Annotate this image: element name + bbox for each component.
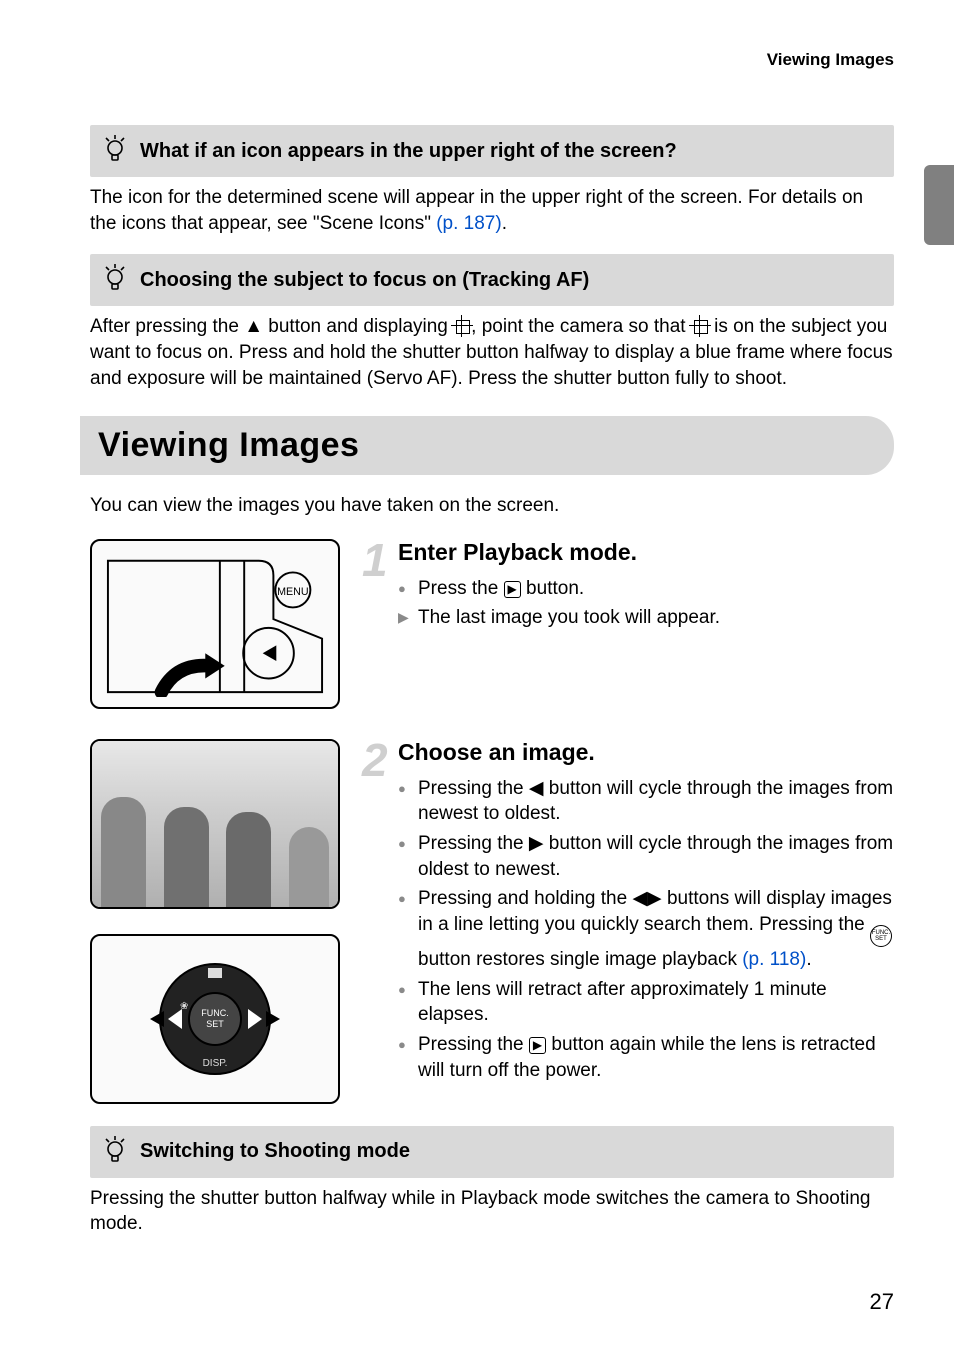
section-intro: You can view the images you have taken o…	[90, 493, 894, 519]
lightbulb-icon	[100, 1136, 130, 1168]
step-2-content: 2 Choose an image. Pressing the ◀ button…	[380, 739, 894, 1087]
target-frame-icon	[453, 317, 471, 335]
text: button restores single image playback	[418, 949, 742, 970]
step-2-row: FUNC. SET DISP. ❀ 2 Choose an image.	[90, 739, 894, 1104]
step-2-list: Pressing the ◀ button will cycle through…	[380, 776, 894, 1083]
left-arrow-glyph: ◀	[529, 778, 544, 799]
step-2-item-5: Pressing the ▶ button again while the le…	[398, 1032, 894, 1083]
page-ref-187[interactable]: (p. 187)	[436, 213, 501, 234]
tip-title: Choosing the subject to focus on (Tracki…	[140, 269, 589, 292]
tip-title: What if an icon appears in the upper rig…	[140, 140, 677, 163]
section-title: Viewing Images	[98, 426, 874, 465]
playback-icon: ▶	[504, 581, 521, 598]
text: Press the	[418, 578, 504, 599]
step-2-item-4: The lens will retract after approximatel…	[398, 977, 894, 1028]
tip-bar-switching-shooting: Switching to Shooting mode	[90, 1126, 894, 1178]
step-1-title: Enter Playback mode.	[380, 539, 894, 566]
section-banner-viewing-images: Viewing Images	[80, 416, 894, 475]
func-set-icon: FUNC.SET	[870, 925, 892, 947]
tip1-body: The icon for the determined scene will a…	[90, 185, 894, 236]
text: Pressing the	[418, 778, 529, 799]
step-1-list: Press the ▶ button. The last image you t…	[380, 576, 894, 631]
step-2-item-2: Pressing the ▶ button will cycle through…	[398, 831, 894, 882]
page-ref-118[interactable]: (p. 118)	[742, 949, 806, 970]
thumb-sample-photo	[90, 739, 340, 909]
steps-container: MENU 1 Enter Playback mode. Press the ▶ …	[90, 539, 894, 1104]
step-1-item-2: The last image you took will appear.	[398, 605, 894, 631]
tip-title: Switching to Shooting mode	[140, 1140, 410, 1163]
target-frame-icon	[691, 317, 709, 335]
svg-text:❀: ❀	[180, 1001, 188, 1012]
text: button.	[521, 578, 584, 599]
step-2-item-1: Pressing the ◀ button will cycle through…	[398, 776, 894, 827]
thumb-dpad: FUNC. SET DISP. ❀	[90, 934, 340, 1104]
text: Pressing the	[418, 833, 529, 854]
playback-icon: ▶	[529, 1037, 546, 1054]
step-2-item-3: Pressing and holding the ◀▶ buttons will…	[398, 886, 894, 972]
tip-bar-tracking-af: Choosing the subject to focus on (Tracki…	[90, 254, 894, 306]
tip1-body-post: .	[502, 213, 507, 234]
page-number: 27	[870, 1289, 894, 1315]
running-header: Viewing Images	[90, 50, 894, 70]
lightbulb-icon	[100, 135, 130, 167]
side-tab	[924, 165, 954, 245]
left-right-arrow-glyph: ◀▶	[632, 888, 661, 909]
step-1-row: MENU 1 Enter Playback mode. Press the ▶ …	[90, 539, 894, 709]
lightbulb-icon	[100, 264, 130, 296]
step-1-content: 1 Enter Playback mode. Press the ▶ butto…	[380, 539, 894, 635]
step-2-title: Choose an image.	[380, 739, 894, 766]
step-1-thumb-col: MENU	[90, 539, 350, 709]
svg-text:MENU: MENU	[277, 586, 308, 598]
svg-text:SET: SET	[206, 1019, 224, 1029]
text: Pressing the	[418, 1034, 529, 1055]
right-arrow-glyph: ▶	[529, 833, 544, 854]
text: Pressing and holding the	[418, 888, 632, 909]
step-2-thumb-col: FUNC. SET DISP. ❀	[90, 739, 350, 1104]
text: .	[806, 949, 811, 970]
svg-text:DISP.: DISP.	[203, 1058, 228, 1069]
tip2-body: After pressing the ▲ button and displayi…	[90, 314, 894, 391]
thumb-camera-back: MENU	[90, 539, 340, 709]
svg-text:FUNC.: FUNC.	[201, 1008, 229, 1018]
step-1-item-1: Press the ▶ button.	[398, 576, 894, 602]
tip-bar-icon-upper-right: What if an icon appears in the upper rig…	[90, 125, 894, 177]
tip3-body: Pressing the shutter button halfway whil…	[90, 1186, 894, 1237]
